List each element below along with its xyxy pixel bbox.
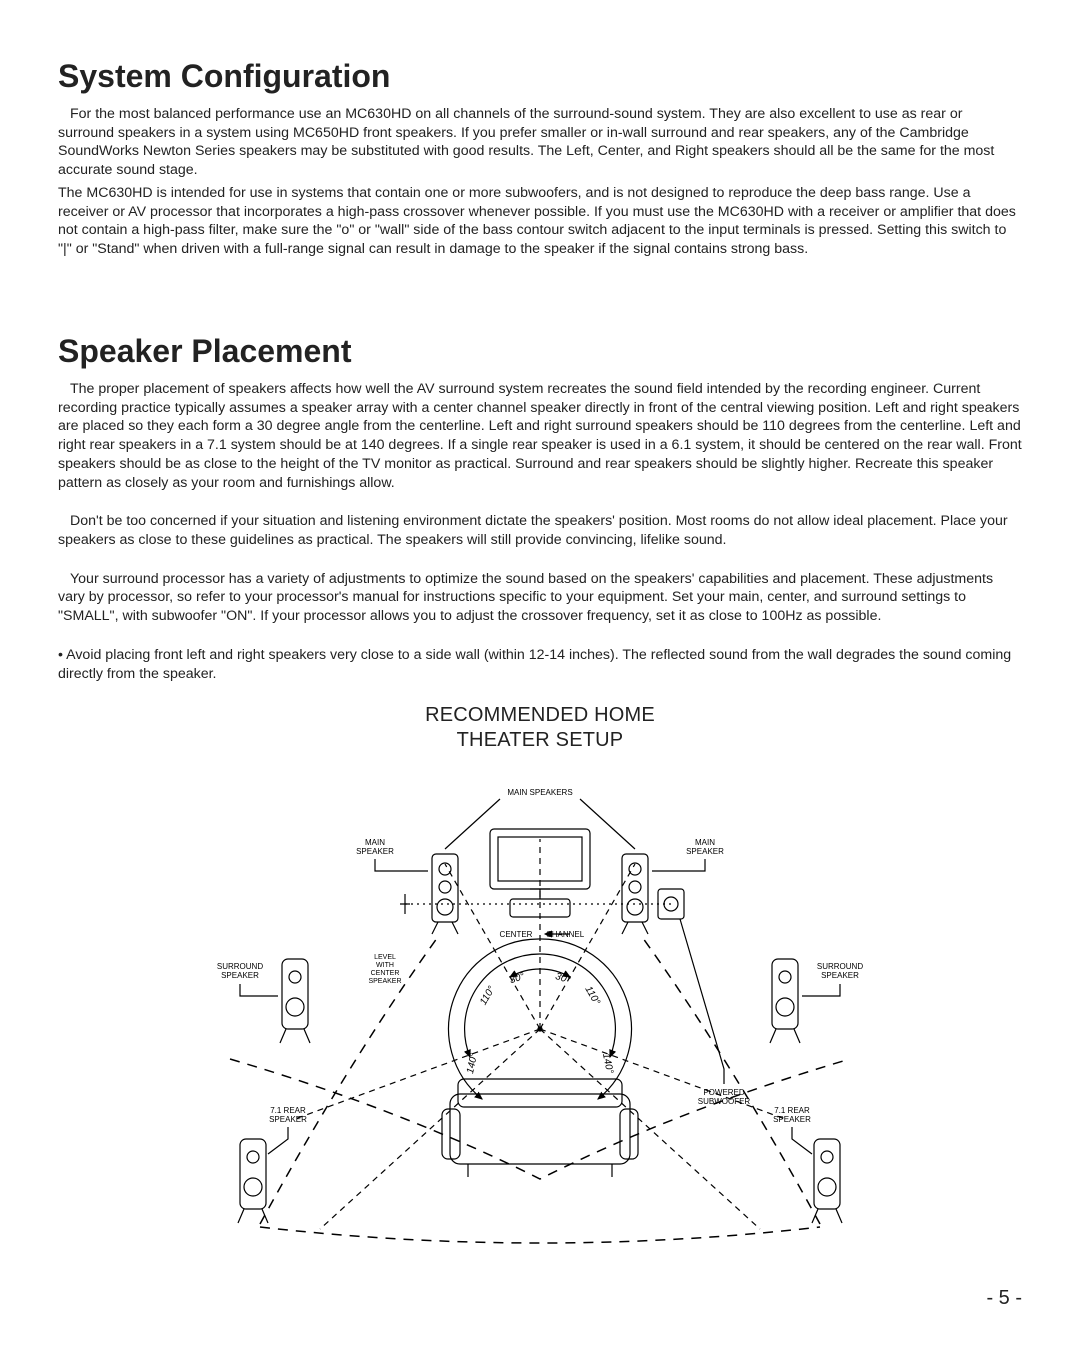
label-rear-l: 7.1 REARSPEAKER — [269, 1106, 307, 1124]
diagram-title: RECOMMENDED HOME THEATER SETUP — [200, 703, 880, 753]
main-speaker-right-icon — [622, 854, 648, 934]
label-main-l: MAINSPEAKER — [356, 838, 394, 856]
paragraph: Don't be too concerned if your situation… — [58, 512, 1022, 549]
rear-left-icon — [238, 1139, 268, 1223]
paragraph: Your surround processor has a variety of… — [58, 570, 1022, 626]
label-center-channel: CENTER CHANNEL — [500, 930, 585, 939]
angle-30-l: 30° — [508, 971, 526, 986]
label-rear-r: 7.1 REARSPEAKER — [773, 1106, 811, 1124]
rear-right-icon — [812, 1139, 842, 1223]
diagram-title-line1: RECOMMENDED HOME — [425, 704, 655, 726]
label-surround-l: SURROUNDSPEAKER — [217, 962, 263, 980]
main-speaker-left-icon — [432, 854, 458, 934]
diagram-svg: 30° 30° 110° 110° 140° 140° — [200, 759, 880, 1269]
page-number: - 5 - — [986, 1287, 1022, 1310]
paragraph: The proper placement of speakers affects… — [58, 380, 1022, 492]
angle-30-r: 30° — [554, 971, 572, 986]
heading-speaker-placement: Speaker Placement — [58, 333, 1022, 370]
couch-icon — [442, 1079, 638, 1177]
paragraph-bullet: • Avoid placing front left and right spe… — [58, 646, 1022, 683]
heading-system-config: System Configuration — [58, 58, 1022, 95]
paragraph: The MC630HD is intended for use in syste… — [58, 184, 1022, 259]
diagram-title-line2: THEATER SETUP — [457, 729, 624, 751]
surround-right-icon — [770, 959, 800, 1043]
diagram-home-theater: RECOMMENDED HOME THEATER SETUP — [200, 703, 880, 1269]
label-main-r: MAINSPEAKER — [686, 838, 724, 856]
label-subwoofer: POWEREDSUBWOOFER — [698, 1088, 751, 1106]
paragraph: For the most balanced performance use an… — [58, 105, 1022, 180]
label-main-speakers: MAIN SPEAKERS — [507, 788, 572, 797]
angle-110-r: 110° — [582, 985, 602, 1008]
angle-110-l: 110° — [478, 985, 498, 1008]
label-level-center: LEVELWITHCENTERSPEAKER — [368, 954, 401, 985]
surround-left-icon — [280, 959, 310, 1043]
label-surround-r: SURROUNDSPEAKER — [817, 962, 863, 980]
